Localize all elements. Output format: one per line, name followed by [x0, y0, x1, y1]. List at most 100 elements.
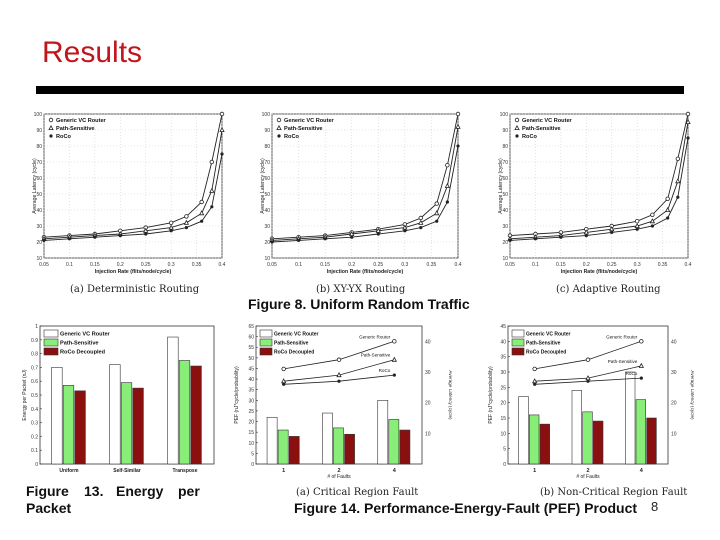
x-tick-label: 0.05	[39, 262, 49, 268]
x-tick-label: 1	[282, 468, 285, 474]
legend-label: RoCo	[56, 134, 71, 140]
y-tick-label: 0	[251, 462, 254, 468]
latency-point	[585, 357, 591, 362]
data-point	[584, 234, 588, 238]
data-point	[199, 199, 204, 205]
legend-swatch	[511, 338, 525, 347]
y-axis-label: PEF (nJ*cycle/probability)	[488, 366, 494, 424]
y-tick-label: 60	[248, 335, 254, 341]
y-tick-label: 20	[264, 240, 270, 246]
data-point	[403, 229, 407, 233]
legend-label: Generic VC Router	[522, 118, 573, 124]
legend-marker	[48, 124, 54, 130]
legend-label: Path-Sensitive	[56, 126, 95, 132]
legend-label: Generic VC Router	[526, 332, 571, 338]
bar-0	[167, 336, 179, 465]
y-axis-label: PEF (nJ*cycle/probability)	[234, 366, 240, 424]
data-point	[198, 210, 205, 216]
legend-label: Path-Sensitive	[284, 126, 323, 132]
legend-marker	[276, 117, 282, 123]
series-line-0	[271, 113, 459, 240]
y-right-tick-label: 10	[671, 431, 677, 437]
series-line-2	[43, 153, 223, 241]
y-tick-label: 1	[35, 324, 38, 330]
legend-marker	[48, 117, 54, 123]
y-tick-label: 45	[500, 324, 506, 330]
data-point	[533, 237, 538, 241]
y-tick-label: 10	[36, 256, 42, 262]
y-tick-label: 60	[502, 176, 508, 182]
y-tick-label: 0.3	[31, 421, 38, 427]
x-tick-label: Self-Similar	[113, 468, 141, 474]
data-point	[610, 230, 614, 234]
caption-critical-region: (a) Critical Region Fault	[296, 487, 419, 498]
y-tick-label: 40	[502, 208, 508, 214]
y-tick-label: 90	[264, 128, 270, 134]
data-point	[685, 111, 691, 117]
x-axis-label: # of Faults	[576, 474, 600, 480]
y-tick-label: 30	[502, 224, 508, 230]
y-axis-label: Energy per Packet (nJ)	[22, 369, 28, 420]
y-tick-label: 70	[502, 160, 508, 166]
latency-point	[533, 382, 537, 386]
y-tick-label: 60	[36, 176, 42, 182]
latency-point	[336, 357, 342, 362]
bar-1	[635, 399, 646, 465]
y-tick-label: 0.5	[31, 393, 38, 399]
data-point	[675, 178, 681, 184]
latency-point	[639, 376, 643, 380]
bar-2	[593, 420, 604, 465]
y-tick-label: 0.8	[31, 352, 38, 358]
data-point	[650, 224, 654, 228]
latency-point	[391, 356, 397, 362]
legend-marker	[49, 134, 53, 138]
bar-0	[518, 396, 529, 465]
series-line-1	[509, 121, 689, 240]
series-line-2	[509, 137, 689, 241]
y-tick-label: 0.4	[31, 407, 38, 413]
data-point	[168, 220, 174, 225]
y-right-axis-label: Average Latency (cycle)	[690, 370, 694, 420]
data-point	[434, 201, 439, 206]
data-point	[183, 219, 190, 225]
page-number: 8	[651, 499, 659, 514]
legend-marker	[514, 117, 520, 123]
bar-0	[625, 371, 636, 465]
data-point	[686, 136, 690, 140]
figure-13-word-3: Energy	[116, 483, 164, 499]
series-line-1	[43, 129, 223, 240]
legend-swatch	[43, 347, 59, 356]
legend-label: Path-Sensitive	[526, 341, 561, 347]
data-point	[209, 187, 215, 193]
legend-swatch	[511, 347, 525, 356]
y-tick-label: 25	[500, 385, 506, 391]
latency-line-label: Path-Sensitive	[608, 359, 638, 364]
x-axis-label: # of Faults	[327, 474, 351, 480]
data-point	[42, 238, 46, 242]
x-tick-label: Uniform	[59, 468, 79, 474]
legend-swatch	[43, 338, 59, 347]
data-point	[559, 235, 563, 239]
y-axis-label: Average Latency (cycle)	[260, 158, 266, 214]
caption-non-critical-region: (b) Non-Critical Region Fault	[540, 487, 688, 498]
y-tick-label: 15	[248, 430, 254, 436]
x-tick-label: 0.1	[295, 262, 302, 268]
y-tick-label: 20	[36, 240, 42, 246]
x-tick-label: 0.2	[348, 262, 355, 268]
data-point	[685, 118, 691, 124]
latency-line-label: RoCo	[379, 368, 391, 373]
x-tick-label: 1	[533, 468, 536, 474]
x-axis-label: Injection Rate (flits/node/cycle)	[327, 269, 404, 275]
data-point	[349, 230, 355, 236]
data-point	[67, 237, 72, 241]
y-tick-label: 40	[36, 208, 42, 214]
y-tick-label: 10	[500, 431, 506, 437]
legend-swatch	[259, 329, 273, 338]
x-tick-label: 0.05	[505, 262, 515, 268]
figure-13-caption-line2: Packet	[26, 500, 72, 516]
x-tick-label: 4	[393, 468, 397, 474]
bar-0	[377, 400, 389, 465]
bar-2	[646, 417, 657, 465]
caption-deterministic: (a) Deterministic Routing	[70, 284, 200, 295]
y-tick-label: 40	[500, 339, 506, 345]
